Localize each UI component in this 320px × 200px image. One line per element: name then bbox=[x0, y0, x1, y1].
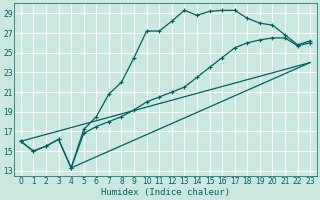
X-axis label: Humidex (Indice chaleur): Humidex (Indice chaleur) bbox=[101, 188, 230, 197]
